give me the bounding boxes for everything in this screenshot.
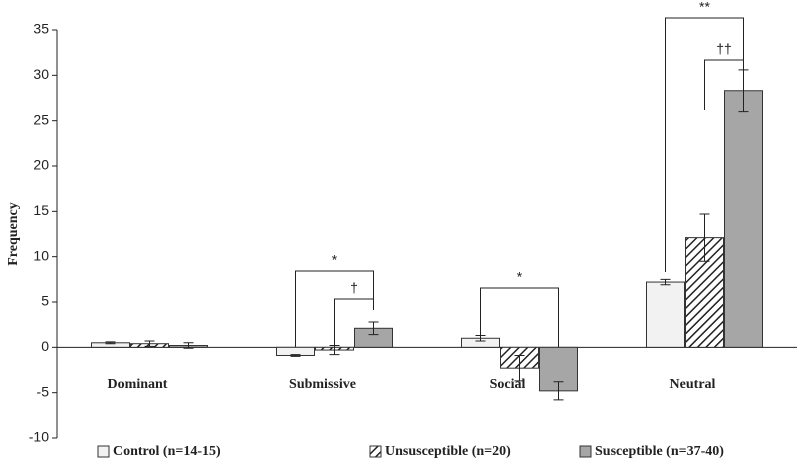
legend-swatch [579, 445, 592, 458]
legend-label: Susceptible (n=37-40) [595, 444, 724, 459]
error-bar [329, 345, 340, 356]
error-bar [553, 381, 564, 401]
error-bar [514, 354, 525, 382]
bar [646, 281, 685, 348]
error-bar [475, 335, 486, 342]
y-tick-label: 10 [33, 247, 49, 263]
error-bar [699, 213, 710, 262]
y-tick-label: 25 [33, 111, 49, 127]
significance-bracket [704, 59, 744, 110]
x-tick-label: Social [490, 377, 526, 392]
y-tick-label: 0 [41, 338, 49, 354]
y-tick-label: -10 [29, 429, 49, 445]
legend-label: Control (n=14-15) [113, 444, 221, 459]
error-bar [183, 342, 194, 349]
error-bar [660, 278, 671, 286]
legend-swatch [97, 445, 110, 458]
significance-label: †† [716, 41, 732, 57]
significance-label: * [332, 252, 338, 268]
error-bar [368, 321, 379, 336]
y-tick-label: 35 [33, 21, 49, 37]
error-bar [105, 341, 116, 345]
error-bar [290, 354, 301, 357]
significance-label: † [350, 280, 358, 296]
legend-swatch [369, 445, 382, 458]
significance-label: * [517, 269, 523, 285]
x-tick-label: Neutral [670, 377, 716, 392]
y-tick-label: 20 [33, 157, 49, 173]
y-tick-label: 15 [33, 202, 49, 218]
significance-bracket [295, 270, 374, 347]
y-tick-label: -5 [37, 383, 50, 399]
significance-label: ** [699, 0, 710, 15]
significance-bracket [480, 287, 559, 347]
significance-bracket [334, 298, 374, 345]
x-tick-label: Dominant [108, 377, 168, 392]
x-tick-label: Submissive [289, 377, 356, 392]
significance-bracket [665, 17, 744, 272]
y-tick-label: 30 [33, 66, 49, 82]
y-tick-label: 5 [41, 293, 49, 309]
legend-label: Unsusceptible (n=20) [385, 444, 511, 459]
error-bar [144, 340, 155, 347]
y-axis-label: Frequency [6, 202, 21, 266]
bar [724, 90, 763, 348]
